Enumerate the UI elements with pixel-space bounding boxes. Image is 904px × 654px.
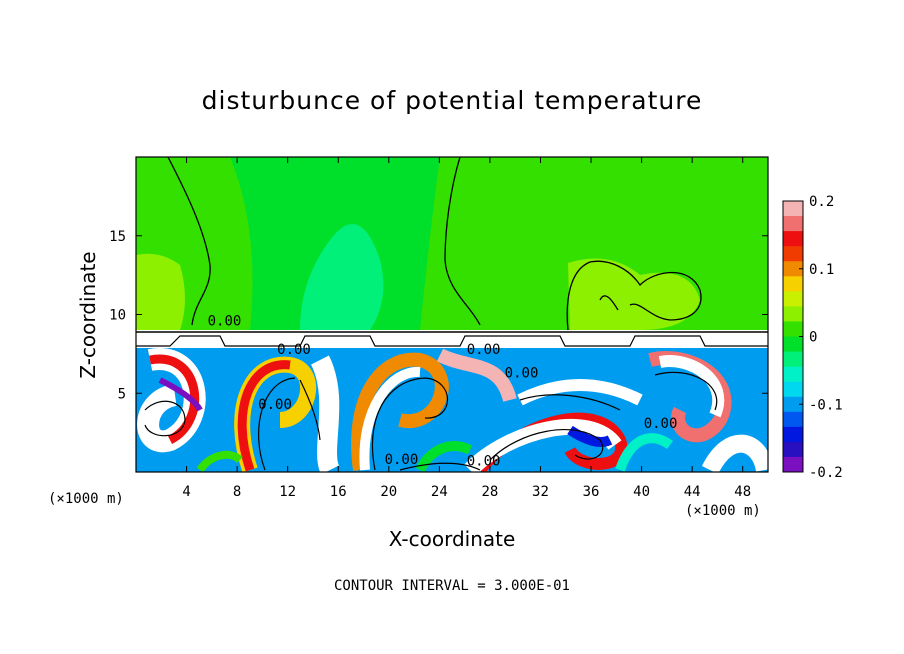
contour-label: 0.00 bbox=[467, 342, 501, 358]
colorbar-swatch bbox=[783, 441, 803, 458]
contour-label: 0.00 bbox=[258, 397, 292, 413]
x-tick-label: 12 bbox=[279, 484, 296, 500]
band-bottom bbox=[136, 335, 768, 347]
colorbar-tick-label: 0.2 bbox=[809, 194, 834, 210]
colorbar: 0.2 0.1 0 -0.1 -0.2 bbox=[782, 194, 843, 481]
colorbar-swatch bbox=[783, 201, 803, 217]
colorbar-swatch bbox=[783, 366, 803, 383]
warm-patch bbox=[568, 258, 700, 330]
x-tick-label: 4 bbox=[182, 484, 190, 500]
x-tick-label: 8 bbox=[233, 484, 241, 500]
white-band bbox=[136, 330, 768, 348]
colorbar-swatch bbox=[783, 291, 803, 307]
colorbar-swatch bbox=[783, 216, 803, 232]
y-tick-label: 15 bbox=[109, 229, 126, 245]
x-tick-label: 40 bbox=[633, 484, 650, 500]
colorbar-swatch bbox=[783, 231, 803, 247]
colorbar-swatch bbox=[783, 276, 803, 292]
cool-core bbox=[300, 224, 384, 330]
contour-label: 0.00 bbox=[467, 454, 501, 470]
x-axis-label: X-coordinate bbox=[388, 527, 516, 551]
colorbar-tick-label: -0.2 bbox=[809, 465, 843, 481]
contour-label: 0.00 bbox=[277, 342, 311, 358]
colorbar-tick-label: -0.1 bbox=[809, 397, 843, 413]
colorbar-swatch bbox=[783, 351, 803, 368]
x-ticks: 4 8 12 16 20 24 28 32 36 40 44 48 bbox=[182, 157, 751, 500]
contour-label: 0.00 bbox=[208, 314, 242, 330]
colorbar-swatch bbox=[783, 336, 803, 353]
contours-upper bbox=[167, 157, 702, 331]
colorbar-swatch bbox=[783, 306, 803, 322]
colorbar-swatch bbox=[783, 321, 803, 337]
contour-label: 0.00 bbox=[644, 416, 678, 432]
field bbox=[136, 157, 768, 472]
colorbar-tick-label: 0 bbox=[809, 330, 817, 346]
x-tick-label: 48 bbox=[734, 484, 751, 500]
x-scale-note-right: (×1000 m) bbox=[685, 503, 761, 519]
x-tick-label: 28 bbox=[481, 484, 498, 500]
colorbar-swatch bbox=[783, 381, 803, 398]
x-tick-label: 44 bbox=[684, 484, 701, 500]
chart-title: disturbunce of potential temperature bbox=[201, 86, 703, 115]
x-tick-label: 32 bbox=[532, 484, 549, 500]
x-tick-label: 20 bbox=[380, 484, 397, 500]
colorbar-tick-label: 0.1 bbox=[809, 262, 834, 278]
x-tick-label: 24 bbox=[431, 484, 448, 500]
y-ticks: 5 10 15 bbox=[109, 229, 768, 402]
y-tick-label: 10 bbox=[109, 308, 126, 324]
colorbar-swatch bbox=[783, 261, 803, 277]
contours-lower bbox=[144, 371, 718, 471]
contour-label: 0.00 bbox=[385, 452, 419, 468]
contour-interval-note: CONTOUR INTERVAL = 3.000E-01 bbox=[333, 578, 570, 594]
contour-labels: 0.000.000.000.000.000.00 0.000.00 bbox=[208, 314, 678, 470]
contour-label: 0.00 bbox=[505, 366, 539, 382]
warm-patch-left bbox=[136, 253, 185, 330]
x-tick-label: 36 bbox=[583, 484, 600, 500]
y-tick-label: 5 bbox=[118, 386, 126, 402]
colorbar-swatch bbox=[783, 426, 803, 443]
colorbar-swatch bbox=[783, 456, 803, 473]
eddies bbox=[137, 348, 768, 472]
x-scale-note: (×1000 m) bbox=[48, 491, 124, 507]
x-tick-label: 16 bbox=[330, 484, 347, 500]
colorbar-swatch bbox=[783, 246, 803, 262]
colorbar-swatch bbox=[783, 411, 803, 428]
colorbar-swatch bbox=[783, 396, 803, 413]
